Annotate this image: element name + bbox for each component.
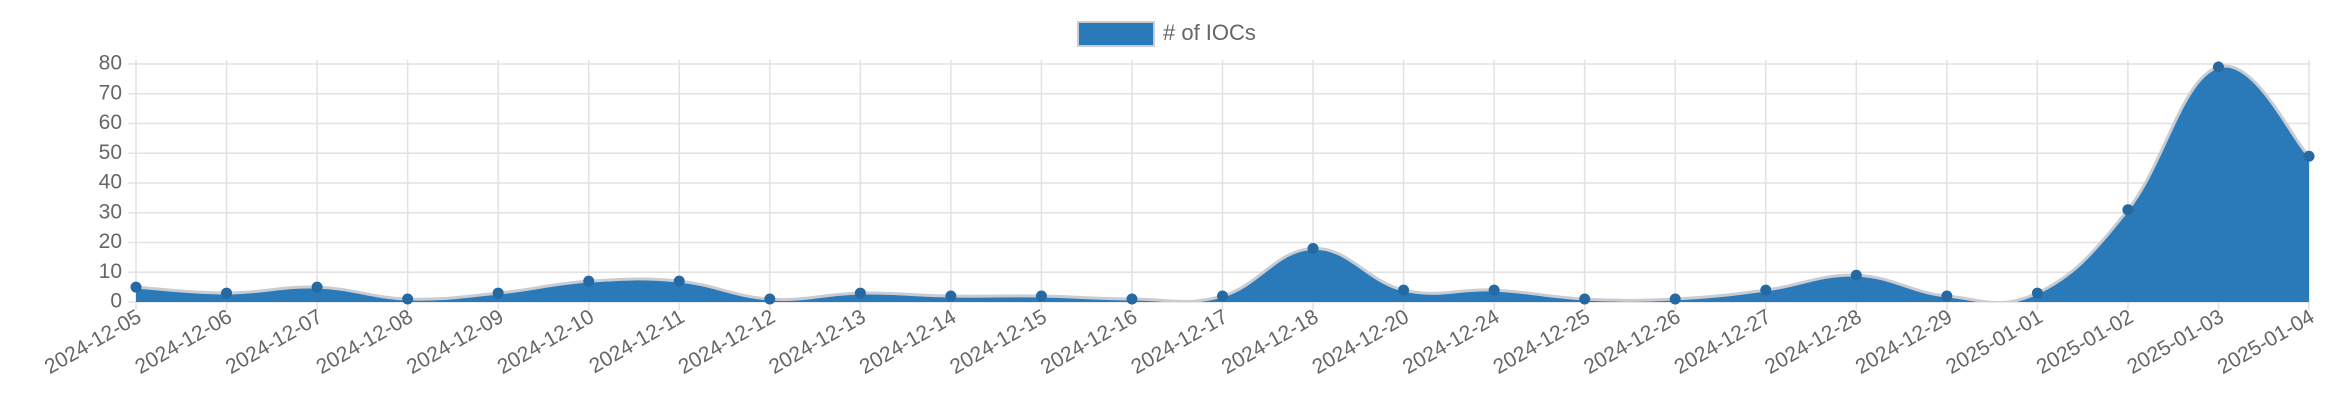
point [1217,290,1228,302]
x-tick-label: 2024-12-05 [41,305,146,379]
y-tick-label: 40 [99,171,122,194]
x-tick-label: 2024-12-06 [131,305,236,379]
point [492,287,504,299]
y-tick-label: 60 [99,111,122,134]
x-tick-label: 2024-12-26 [1580,305,1685,379]
x-tick-label: 2024-12-20 [1308,305,1413,379]
y-tick-label: 10 [99,260,122,283]
x-tick-label: 2025-01-02 [2033,305,2138,379]
point [1398,284,1410,296]
x-tick-label: 2025-01-04 [2214,305,2319,379]
y-tick-label: 0 [110,290,122,313]
point [2031,287,2043,299]
point [2122,204,2134,216]
x-tick-label: 2024-12-08 [312,305,417,379]
point [1760,284,1772,296]
y-tick-label: 20 [99,230,122,253]
point [2212,61,2224,73]
x-tick-label: 2024-12-11 [585,305,688,378]
x-tick-label: 2024-12-10 [493,305,598,379]
x-tick-label: 2024-12-09 [403,305,508,379]
x-tick-label: 2024-12-18 [1218,305,1323,379]
x-tick-label: 2024-12-28 [1761,305,1866,379]
x-tick-label: 2025-01-03 [2123,305,2228,379]
x-tick-label: 2024-12-07 [222,305,327,379]
point [221,287,233,299]
area [136,66,2309,302]
y-tick-label: 30 [99,200,122,223]
point [311,281,323,293]
x-tick-label: 2024-12-14 [856,305,961,379]
point [130,281,142,293]
point [583,275,595,287]
legend-label: # of IOCs [1163,20,1256,45]
point [673,275,685,287]
point [1488,284,1500,296]
point [1035,290,1047,302]
point [1850,269,1862,281]
x-tick-label: 2024-12-15 [946,305,1051,379]
point [402,293,414,305]
point [1307,242,1319,254]
x-tick-label: 2024-12-17 [1127,305,1232,379]
y-tick-label: 70 [99,81,122,104]
y-tick-label: 50 [99,141,122,164]
point [1579,293,1591,305]
x-tick-label: 2024-12-29 [1852,305,1957,379]
point [764,293,776,305]
x-tick-label: 2024-12-25 [1489,305,1594,379]
point [945,290,957,302]
x-tick-label: 2024-12-12 [675,305,780,379]
x-tick-label: 2024-12-24 [1399,305,1504,379]
point [1669,293,1681,305]
legend-swatch [1077,21,1155,47]
point [1941,290,1953,302]
x-tick-label: 2024-12-27 [1670,305,1775,379]
y-tick-label: 80 [99,52,122,75]
plot-area [136,64,2309,302]
point [2303,150,2315,162]
x-tick-label: 2024-12-16 [1037,305,1142,379]
x-tick-label: 2024-12-13 [765,305,870,379]
point [1126,293,1138,305]
x-tick-label: 2025-01-01 [1942,305,2047,379]
line [136,64,2309,302]
point [854,287,866,299]
